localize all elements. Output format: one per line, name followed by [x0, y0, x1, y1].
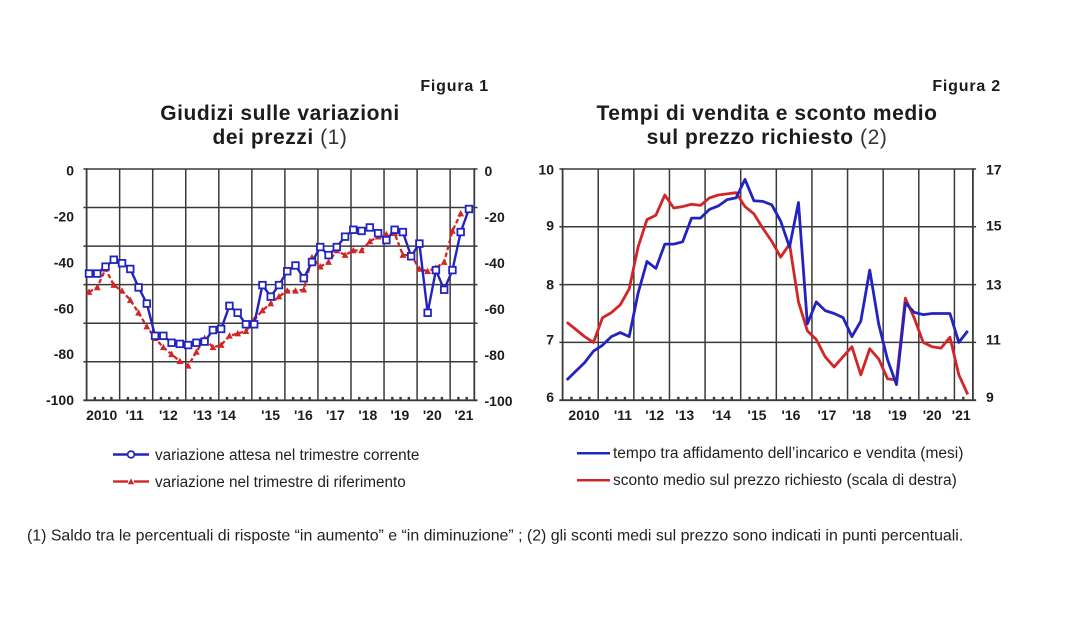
svg-text:variazione attesa nel trimestr: variazione attesa nel trimestre corrente: [155, 447, 419, 464]
svg-text:0: 0: [485, 163, 493, 179]
svg-text:-80: -80: [54, 346, 74, 362]
svg-text:2010: 2010: [568, 407, 599, 423]
svg-text:sul prezzo richiesto (2): sul prezzo richiesto (2): [647, 126, 888, 149]
svg-text:-60: -60: [485, 301, 505, 317]
svg-text:Figura 1: Figura 1: [420, 78, 489, 95]
svg-text:'21: '21: [952, 407, 971, 423]
svg-text:10: 10: [538, 162, 554, 178]
svg-text:-40: -40: [485, 255, 505, 271]
svg-text:'15: '15: [748, 407, 767, 423]
svg-text:'14: '14: [712, 407, 731, 423]
svg-text:'11: '11: [614, 407, 632, 423]
svg-text:-100: -100: [485, 393, 513, 409]
svg-text:'16: '16: [294, 407, 313, 423]
svg-text:'18: '18: [358, 407, 377, 423]
svg-text:'20: '20: [923, 407, 942, 423]
svg-text:17: 17: [986, 162, 1002, 178]
svg-text:'19: '19: [390, 407, 409, 423]
svg-text:dei prezzi (1): dei prezzi (1): [213, 126, 348, 149]
svg-text:'18: '18: [852, 407, 871, 423]
svg-text:15: 15: [986, 218, 1002, 234]
svg-text:-20: -20: [54, 208, 74, 224]
svg-text:-80: -80: [485, 347, 505, 363]
svg-text:13: 13: [986, 276, 1002, 292]
svg-text:-60: -60: [54, 300, 74, 316]
svg-text:'12: '12: [645, 407, 664, 423]
svg-text:'19: '19: [888, 407, 907, 423]
svg-text:-20: -20: [485, 209, 505, 225]
svg-text:tempo tra affidamento dell’inc: tempo tra affidamento dell’incarico e ve…: [613, 445, 963, 462]
svg-text:9: 9: [546, 218, 554, 234]
svg-text:0: 0: [66, 162, 74, 178]
svg-text:Tempi di vendita e sconto medi: Tempi di vendita e sconto medio: [596, 102, 937, 125]
svg-text:7: 7: [546, 331, 554, 347]
svg-text:11: 11: [986, 331, 1001, 347]
svg-text:'21: '21: [455, 407, 474, 423]
svg-text:sconto medio sul prezzo richie: sconto medio sul prezzo richiesto (scala…: [613, 472, 957, 489]
svg-text:Figura 2: Figura 2: [932, 78, 1001, 95]
svg-text:variazione nel trimestre di ri: variazione nel trimestre di riferimento: [155, 474, 406, 491]
svg-text:'12: '12: [159, 407, 178, 423]
svg-text:'13: '13: [193, 407, 212, 423]
svg-text:'17: '17: [326, 407, 345, 423]
svg-text:-40: -40: [54, 254, 74, 270]
svg-text:'16: '16: [782, 407, 801, 423]
svg-text:6: 6: [546, 389, 554, 405]
svg-text:'17: '17: [818, 407, 837, 423]
svg-text:-100: -100: [46, 392, 74, 408]
svg-text:'15: '15: [261, 407, 280, 423]
svg-text:'13: '13: [675, 407, 694, 423]
svg-text:'20: '20: [423, 407, 442, 423]
svg-text:2010: 2010: [86, 407, 117, 423]
svg-text:'14: '14: [217, 407, 236, 423]
svg-text:9: 9: [986, 389, 994, 405]
svg-text:8: 8: [546, 276, 554, 292]
svg-text:'11: '11: [126, 407, 144, 423]
svg-text:(1) Saldo tra le percentuali d: (1) Saldo tra le percentuali di risposte…: [27, 528, 963, 545]
svg-text:Giudizi sulle variazioni: Giudizi sulle variazioni: [160, 102, 400, 125]
